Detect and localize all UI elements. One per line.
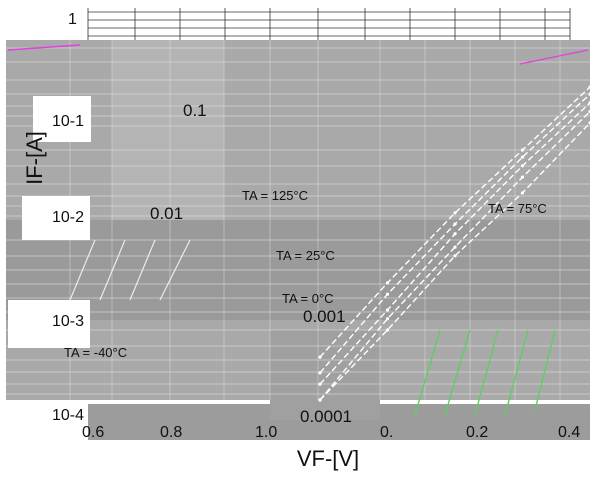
series-point-3-3: [520, 175, 525, 179]
green-glitch-4: [534, 329, 556, 411]
inner-label-0001: 0.001: [303, 307, 346, 326]
green-glitch-2: [474, 329, 499, 416]
series-point-4-2: [453, 254, 457, 258]
series-line-4: [319, 122, 590, 401]
annotation-125: TA = 125°C: [242, 188, 308, 203]
series-point-2-2: [453, 232, 457, 236]
series-point-1-1: [385, 292, 390, 296]
white-glitch-0: [69, 239, 96, 301]
xtick-left-2: 0.8: [160, 424, 182, 441]
inner-label-01: 0.1: [183, 101, 207, 120]
white-glitch-1: [99, 239, 126, 301]
x-axis-title: VF-[V]: [297, 446, 359, 471]
green-glitch-1: [444, 329, 471, 416]
white-glitch-2: [129, 239, 156, 301]
xtick-left-1: 0.6: [82, 424, 104, 441]
center-band: [270, 330, 380, 420]
inner-label-001: 0.01: [150, 204, 183, 223]
series-point-3-1: [385, 317, 390, 321]
ytick-box-1: [33, 96, 91, 142]
series-point-4-3: [520, 191, 525, 195]
xtick-left-3: 1.0: [255, 424, 277, 441]
annotation-75: TA = 75°C: [488, 201, 547, 216]
top-grid: [87, 8, 571, 40]
ytick-label-1: 1: [68, 11, 77, 28]
series-point-1-0: [318, 371, 322, 375]
xtick-right-2: 0.2: [466, 424, 488, 441]
series-point-2-1: [385, 308, 390, 312]
series-line-0: [319, 86, 590, 358]
series-point-2-3: [520, 164, 525, 168]
series-point-4-1: [385, 328, 390, 332]
ytick-label-5: 10-4: [52, 407, 84, 424]
annotation-0: TA = 0°C: [282, 291, 334, 306]
inner-label-00001: 0.0001: [300, 407, 352, 426]
ytick-label-3: 10-2: [52, 209, 84, 226]
green-glitch-0: [414, 329, 441, 416]
series-point-0-1: [385, 281, 390, 285]
magenta-glitch-right: [519, 49, 589, 65]
annotation-25: TA = 25°C: [276, 248, 335, 263]
white-glitch-3: [159, 239, 191, 301]
series-point-1-2: [453, 222, 457, 226]
green-glitch-3: [504, 329, 529, 416]
grid-lines: [6, 40, 590, 400]
xtick-right-1: 0.: [380, 424, 393, 441]
plot-band-col: [112, 40, 224, 220]
series-point-1-3: [520, 155, 525, 159]
series-point-2-0: [318, 382, 322, 386]
y-axis-title: IF-[A]: [22, 131, 47, 185]
series-point-4-0: [318, 398, 322, 402]
xtick-right-3: 0.4: [558, 424, 580, 441]
ytick-box-3: [8, 300, 90, 348]
magenta-glitch-left: [7, 44, 81, 51]
ytick-box-2: [22, 196, 90, 240]
ytick-label-2: 10-1: [52, 113, 84, 130]
ytick-label-4: 10-3: [52, 313, 84, 330]
series-point-0-2: [453, 211, 457, 215]
annotation-minus40: TA = -40°C: [64, 345, 127, 360]
series-point-3-2: [453, 245, 457, 249]
curves-group: [7, 44, 590, 416]
series-point-0-3: [520, 148, 525, 152]
series-point-0-0: [318, 355, 322, 359]
